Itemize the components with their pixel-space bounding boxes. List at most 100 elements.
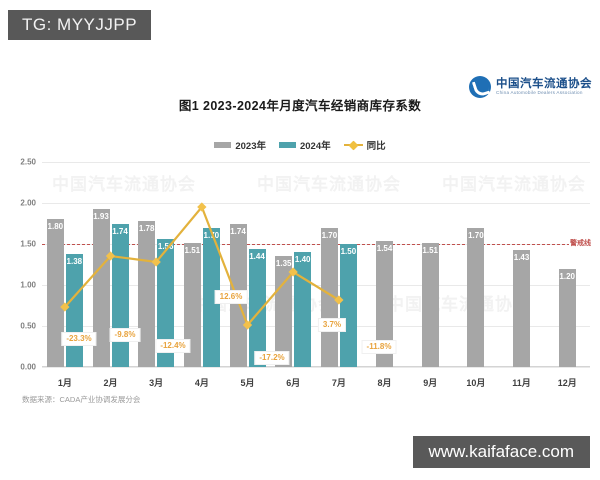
bar-value-label: 1.74 — [230, 227, 246, 237]
chart-column: 1.35 1.40 6月 — [270, 162, 316, 388]
bar-2023[interactable]: 1.70 — [320, 227, 338, 367]
association-name-en: China Automobile Dealers Association — [496, 90, 583, 96]
bar-value-label: 1.51 — [184, 246, 201, 256]
bar-group: 1.70 1.50 — [316, 162, 362, 367]
plot-watermark: 中国汽车流通协会 — [257, 175, 401, 194]
bar-2023[interactable]: 1.43 — [513, 249, 531, 367]
bar-2023[interactable]: 1.78 — [138, 221, 156, 367]
bar-2023[interactable]: 1.70 — [467, 227, 485, 367]
bar-value-label: 1.70 — [203, 230, 220, 240]
legend-item-2024[interactable]: 2024年 — [278, 138, 331, 152]
plot-watermark: 中国汽车流通协会 — [442, 175, 586, 194]
source-note: 数据来源：CADA产业协调发展分会 — [22, 395, 141, 404]
x-axis-tick-label: 7月 — [331, 378, 346, 388]
gridline — [42, 203, 590, 204]
legend-label-yoy: 同比 — [366, 141, 386, 152]
bar-2024[interactable]: 1.40 — [294, 252, 312, 367]
legend-item-yoy[interactable]: 同比 — [343, 138, 386, 152]
bar-value-label: 1.80 — [47, 222, 64, 232]
bar-value-label: 1.56 — [157, 242, 174, 252]
legend-swatch-2023 — [214, 142, 232, 148]
x-axis-tick-label: 1月 — [57, 378, 72, 388]
bar-value-label: 1.35 — [275, 259, 292, 269]
bar-group: 1.54 — [362, 162, 408, 367]
bar-value-label: 1.50 — [340, 247, 357, 256]
bar-group: 1.20 — [544, 162, 590, 367]
y-axis-tick-label: 2.50 — [20, 157, 36, 167]
association-logo: 中国汽车流通协会 China Automobile Dealers Associ… — [469, 76, 592, 98]
x-axis-tick-label: 10月 — [466, 378, 486, 388]
y-axis-tick-label: 1.50 — [20, 239, 36, 249]
bar-group: 1.51 — [407, 162, 453, 367]
bar-value-label: 1.93 — [93, 211, 109, 221]
x-axis-tick-label: 2月 — [103, 378, 118, 388]
chart-column: 1.70 10月 — [453, 162, 499, 388]
bar-2024[interactable]: 1.38 — [65, 253, 83, 367]
legend-label-2024: 2024年 — [299, 141, 331, 152]
legend-label-2023: 2023年 — [235, 141, 266, 152]
bar-value-label: 1.70 — [321, 230, 338, 240]
warning-line-label: 警戒线 — [569, 238, 592, 248]
bar-2023[interactable]: 1.20 — [558, 268, 576, 367]
x-axis-tick-label: 9月 — [423, 378, 438, 388]
chart-column: 1.51 9月 — [407, 162, 453, 388]
gridline — [42, 367, 590, 368]
bar-2023[interactable]: 1.51 — [421, 243, 439, 367]
site-watermark-badge: www.kaifaface.com — [412, 436, 590, 468]
y-axis-tick-label: 0.00 — [20, 362, 36, 372]
legend-marker-yoy-icon — [343, 141, 363, 149]
bar-value-label: 1.40 — [294, 255, 311, 265]
x-axis-tick-label: 8月 — [377, 378, 392, 388]
bar-2024[interactable]: 1.74 — [111, 224, 129, 367]
association-logo-text: 中国汽车流通协会 China Automobile Dealers Associ… — [496, 78, 592, 96]
bar-group: 1.43 — [499, 162, 545, 367]
bar-group: 1.74 1.44 — [225, 162, 271, 367]
x-axis-tick-label: 3月 — [149, 378, 164, 388]
x-axis-line — [42, 366, 590, 367]
bar-value-label: 1.38 — [66, 256, 83, 266]
chart-column: 1.74 1.44 5月 — [225, 162, 271, 388]
bar-group: 1.51 1.70 — [179, 162, 225, 367]
y-axis-tick-label: 0.50 — [20, 321, 36, 331]
legend-item-2023[interactable]: 2023年 — [214, 138, 266, 152]
tg-watermark-badge: TG: MYYJJPP — [8, 10, 152, 40]
chart-column: 1.51 1.70 4月 — [179, 162, 225, 388]
gridline — [42, 162, 590, 163]
yoy-value-label: -11.8% — [361, 340, 397, 354]
bar-value-label: 1.70 — [468, 230, 484, 240]
x-axis-tick-label: 12月 — [557, 378, 577, 388]
x-axis-tick-label: 6月 — [286, 378, 301, 388]
y-axis-tick-label: 2.00 — [20, 198, 36, 208]
y-axis-tick-label: 1.00 — [20, 280, 36, 290]
yoy-value-label: 12.6% — [214, 290, 248, 304]
chart-column: 1.70 1.50 7月 — [316, 162, 362, 388]
bar-value-label: 1.20 — [559, 271, 576, 281]
chart-legend: 2023年 2024年 同比 — [0, 138, 600, 152]
bar-value-label: 1.74 — [112, 227, 128, 237]
bar-value-label: 1.43 — [513, 252, 530, 262]
plot-area: 0.00 0.50 1.00 1.50 2.00 2.50 中国汽车流通协会 中国汽车流通协会… — [20, 158, 592, 388]
bar-value-label: 1.51 — [422, 246, 438, 256]
association-name-cn: 中国汽车流通协会 — [496, 78, 592, 91]
bar-2023[interactable]: 1.80 — [46, 219, 64, 367]
legend-swatch-2024 — [278, 142, 296, 148]
x-axis-tick-label: 5月 — [240, 378, 255, 388]
chart-column: 1.43 11月 — [499, 162, 545, 388]
yoy-value-label: -12.4% — [155, 339, 191, 353]
cada-emblem-icon — [469, 76, 491, 98]
bar-value-label: 1.44 — [249, 251, 265, 261]
yoy-value-label: -9.8% — [109, 328, 141, 342]
yoy-value-label: -23.3% — [61, 332, 97, 346]
chart-figure: 中国汽车流通协会 China Automobile Dealers Associ… — [0, 62, 600, 417]
bar-2024[interactable]: 1.44 — [248, 248, 266, 367]
x-axis-tick-label: 4月 — [194, 378, 209, 388]
yoy-value-label: -17.2% — [254, 351, 290, 365]
bar-2024[interactable]: 1.50 — [339, 244, 357, 367]
plot-watermark: 中国汽车流通协会 — [52, 175, 196, 194]
x-axis-tick-label: 11月 — [512, 378, 531, 388]
chart-column: 1.20 12月 — [544, 162, 590, 388]
bar-group: 1.70 — [453, 162, 499, 367]
chart-column: 1.54 8月 — [362, 162, 408, 388]
bar-2023[interactable]: 1.54 — [376, 240, 394, 367]
bar-value-label: 1.78 — [138, 224, 155, 234]
